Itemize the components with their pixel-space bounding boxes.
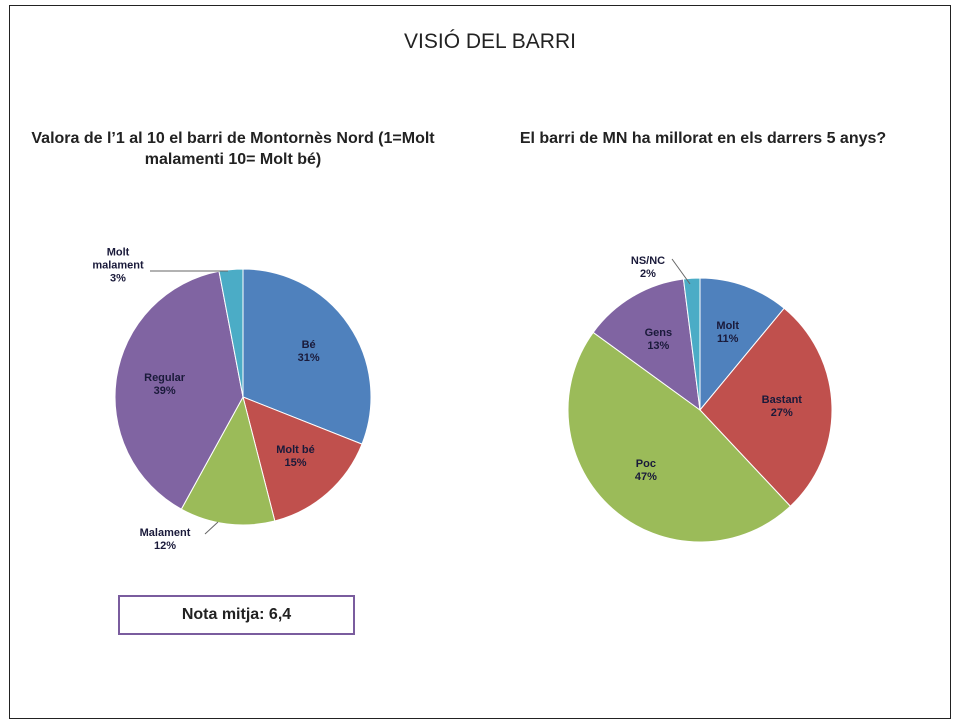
category-label: Malament <box>139 527 191 539</box>
category-label: Poc <box>635 458 656 471</box>
pie-slice <box>592 278 701 412</box>
average-note: Nota mitja: 6,4 <box>118 595 355 635</box>
leader-line <box>671 258 691 285</box>
pie-slice <box>682 277 701 411</box>
pie-slice <box>567 331 792 543</box>
category-label: Molt malament <box>92 246 144 272</box>
value-label: 31% <box>297 352 320 365</box>
category-label: Gens <box>644 326 673 339</box>
data-label: Bé 31% <box>274 339 344 365</box>
pie-slice <box>699 277 785 412</box>
slide-title: VISIÓ DEL BARRI <box>404 30 576 53</box>
category-label: Bastant <box>761 394 802 407</box>
category-label: Molt <box>716 319 740 332</box>
value-label: 39% <box>153 384 176 397</box>
data-label: Molt malament 3% <box>88 247 148 286</box>
chart-title: Valora de l’1 al 10 el barri de Montornè… <box>31 130 435 168</box>
data-label: Regular 39% <box>130 372 200 398</box>
pie-slice <box>114 270 244 510</box>
data-label: Bastant 27% <box>747 394 817 420</box>
data-label: Gens 13% <box>623 327 693 353</box>
category-label: Regular <box>144 371 186 384</box>
data-label: NS/NC 2% <box>618 255 678 281</box>
value-label: 12% <box>153 540 177 552</box>
data-label: Molt 11% <box>693 320 763 346</box>
pie-slice <box>180 395 276 526</box>
data-label: Poc 47% <box>611 458 681 484</box>
slide-frame <box>9 5 951 719</box>
data-label: Malament 12% <box>125 527 205 553</box>
value-label: 11% <box>717 332 739 345</box>
chart-title: El barri de MN ha millorat en els darrer… <box>519 130 887 147</box>
pie-slice <box>242 396 363 522</box>
category-label: Molt bé <box>276 443 315 456</box>
category-label: NS/NC <box>630 255 666 267</box>
data-label: Molt bé 15% <box>260 444 330 470</box>
value-label: 13% <box>647 339 670 352</box>
pie-slice <box>699 307 833 507</box>
value-label: 27% <box>770 407 793 420</box>
pie-slice <box>242 268 372 445</box>
value-label: 15% <box>284 456 307 469</box>
value-label: 47% <box>634 471 657 484</box>
value-label: 3% <box>110 272 126 285</box>
value-label: 2% <box>640 268 656 280</box>
category-label: Bé <box>301 339 316 352</box>
leader-line <box>204 521 219 535</box>
